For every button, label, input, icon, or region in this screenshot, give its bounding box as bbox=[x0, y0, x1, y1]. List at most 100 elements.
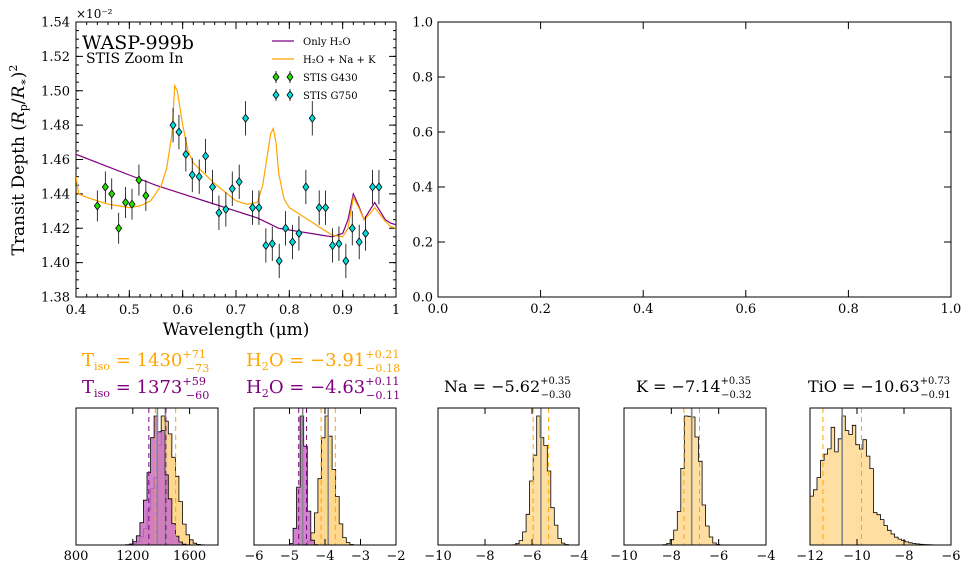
x-tick-label: −4 bbox=[315, 549, 334, 564]
spectrum-model-lines bbox=[76, 83, 396, 238]
x-tick-label: −6 bbox=[709, 549, 728, 564]
posterior-label: K = −7.14+0.35 −0.32 bbox=[636, 376, 752, 401]
y-label-squared: 2 bbox=[7, 65, 20, 72]
y-label-close: ) bbox=[9, 72, 29, 79]
stis-g750-point bbox=[209, 182, 217, 192]
stis-g750-point bbox=[182, 149, 190, 160]
y-tick-label: 1.0 bbox=[412, 16, 433, 31]
x-tick-label: 0.9 bbox=[332, 303, 353, 318]
stis-g750-point bbox=[255, 202, 263, 213]
x-tick-label: −10 bbox=[610, 549, 637, 564]
y-tick-label: 1.48 bbox=[41, 119, 70, 134]
stis-g430-point bbox=[108, 189, 116, 199]
histogram-frame bbox=[623, 407, 767, 546]
planet-title: WASP-999b bbox=[82, 32, 194, 54]
posterior-label: Tiso = 1430+71 −73 bbox=[82, 348, 209, 375]
histogram-frame bbox=[809, 407, 952, 546]
label-value: = −7.14 bbox=[648, 377, 721, 396]
posterior-label: H2O = −3.91+0.21 −0.18 bbox=[246, 348, 400, 375]
label-value: = −4.63 bbox=[284, 377, 366, 398]
histogram-bars bbox=[809, 415, 951, 546]
legend-marker bbox=[286, 90, 294, 100]
empty-axes-frame bbox=[437, 21, 952, 298]
x-tick-label: 0.5 bbox=[119, 303, 140, 318]
label-post: O bbox=[269, 350, 284, 371]
y-tick-label: 1.42 bbox=[41, 222, 70, 237]
zoom-subtitle: STIS Zoom In bbox=[86, 51, 183, 67]
stis-g430-point bbox=[101, 182, 109, 192]
histogram-bars bbox=[254, 415, 396, 546]
histogram-bars bbox=[438, 415, 579, 546]
spectrum-legend: Only H₂O H₂O + Na + K STIS G430 STIS G750 bbox=[272, 37, 376, 102]
stis-g750-point bbox=[282, 223, 290, 233]
stis-g430-point bbox=[135, 175, 143, 185]
label-minus-err: −0.30 bbox=[541, 390, 571, 401]
x-tick-label: −6 bbox=[522, 549, 541, 564]
stis-g430-point bbox=[142, 190, 150, 201]
label-value: = −10.63 bbox=[837, 377, 920, 396]
histogram-orange bbox=[254, 415, 396, 546]
x-tick-label: −4 bbox=[569, 549, 588, 564]
legend-label: H₂O + Na + K bbox=[303, 55, 376, 66]
label-minus-err: −0.91 bbox=[920, 390, 950, 401]
histogram-bars bbox=[624, 415, 766, 546]
histogram-frame bbox=[437, 407, 580, 546]
stis-g750-point bbox=[308, 113, 316, 123]
posterior-label: Tiso = 1373+59 −60 bbox=[82, 375, 209, 402]
stis-g430-point bbox=[93, 201, 101, 211]
label-name: K bbox=[636, 377, 649, 396]
x-tick-label: −5 bbox=[280, 549, 299, 564]
x-tick-label: 0.4 bbox=[633, 302, 654, 317]
y-tick-label: 0.8 bbox=[412, 71, 433, 86]
x-tick-label: −8 bbox=[894, 549, 913, 564]
x-tick-label: 0.6 bbox=[735, 302, 756, 317]
legend-marker bbox=[272, 90, 280, 100]
label-plus-err: +0.73 bbox=[920, 376, 950, 387]
spectrum-ticks: 0.4 0.5 0.6 0.7 0.8 0.9 1 1.38 1.40 1.42 1.44 1.46 1… bbox=[41, 16, 400, 319]
x-tick-label: 0.2 bbox=[530, 302, 551, 317]
legend-label: STIS G430 bbox=[303, 73, 358, 84]
x-tick-label: 0.7 bbox=[226, 303, 247, 318]
posterior-label: TiO = −10.63+0.73 −0.91 bbox=[808, 376, 951, 401]
x-tick-label: 0.8 bbox=[838, 302, 859, 317]
y-tick-label: 0.2 bbox=[412, 236, 433, 251]
spectrum-y-label: Transit Depth (Rp/R∗)2 bbox=[7, 65, 30, 256]
posterior-label: Na = −5.62+0.35 −0.30 bbox=[444, 376, 571, 401]
label-plus-err: +0.21 bbox=[365, 348, 399, 361]
histogram-k: K = −7.14+0.35 −0.32 −10 −8 −6 −4 bbox=[610, 376, 775, 564]
y-scale-multiplier: ×10⁻² bbox=[76, 7, 113, 21]
legend-label: Only H₂O bbox=[303, 37, 351, 48]
stis-g750-point bbox=[202, 151, 210, 161]
x-tick-label: −2 bbox=[386, 549, 405, 564]
stis-g750-point bbox=[275, 256, 283, 266]
y-tick-label: 0.6 bbox=[412, 126, 433, 141]
x-tick-label: −12 bbox=[796, 549, 823, 564]
y-tick-label: 1.44 bbox=[41, 187, 70, 202]
model-line-h2o-na-k bbox=[76, 83, 396, 238]
stis-g750-point bbox=[262, 240, 270, 251]
stis-g750-point bbox=[289, 237, 297, 247]
label-subscript: 2 bbox=[262, 360, 269, 373]
histogram-purple bbox=[76, 415, 218, 546]
y-tick-label: 1.38 bbox=[41, 291, 70, 306]
label-minus-err: −60 bbox=[186, 389, 210, 402]
legend-marker bbox=[286, 72, 294, 82]
x-tick-label: −3 bbox=[351, 549, 370, 564]
x-tick-label: −8 bbox=[662, 549, 681, 564]
histogram-na: Na = −5.62+0.35 −0.30 −10 −8 −6 −4 bbox=[424, 376, 588, 564]
x-tick-label: 0.4 bbox=[66, 303, 87, 318]
label-minus-err: −0.32 bbox=[721, 390, 751, 401]
stis-g750-point bbox=[169, 120, 177, 130]
label-name: H bbox=[246, 350, 262, 371]
stis-g750-point bbox=[295, 228, 303, 239]
legend-marker bbox=[272, 72, 280, 82]
y-label-slash: / bbox=[9, 98, 29, 104]
stis-g430-point bbox=[128, 199, 136, 209]
x-tick-label: 1.0 bbox=[941, 302, 962, 317]
label-name: T bbox=[82, 377, 94, 398]
label-subscript: iso bbox=[94, 360, 110, 373]
label-value: = 1430 bbox=[110, 350, 182, 371]
stis-g750-point bbox=[228, 184, 236, 194]
